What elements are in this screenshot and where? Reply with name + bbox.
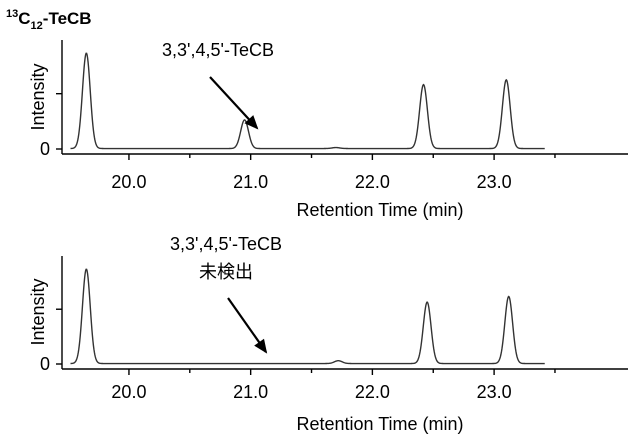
- annotation-label: 未検出: [199, 262, 253, 282]
- annotation-arrow-head: [254, 338, 268, 354]
- x-tick-label: 23.0: [477, 172, 512, 192]
- y-axis-title: Intensity: [28, 63, 48, 130]
- title-subscript: 12: [31, 20, 43, 32]
- y-axis-title: Intensity: [28, 278, 48, 345]
- annotation-label: 3,3',4,5'-TeCB: [170, 234, 282, 254]
- chromatogram-panel-top: 20.0 21.0 22.0 23.0 0 Retention Time (min) Int…: [28, 40, 628, 220]
- y-tick-label: 0: [40, 139, 50, 159]
- x-tick-label: 20.0: [111, 172, 146, 192]
- x-tick-label: 22.0: [355, 382, 390, 402]
- x-tick-label: 22.0: [355, 172, 390, 192]
- title-element: C: [18, 9, 30, 28]
- y-tick-label: 0: [40, 354, 50, 374]
- annotation-label: 3,3',4,5'-TeCB: [162, 40, 274, 60]
- chromatogram-trace: [70, 268, 545, 365]
- annotation-arrow-head: [244, 115, 259, 130]
- title-compound: -TeCB: [43, 9, 92, 28]
- x-tick-label: 20.0: [111, 382, 146, 402]
- figure-title: 13C12-TeCB: [6, 8, 92, 32]
- chromatogram-trace: [70, 52, 545, 150]
- x-axis-title: Retention Time (min): [296, 414, 463, 434]
- x-tick-label: 23.0: [477, 382, 512, 402]
- title-isotope: 13: [6, 8, 18, 20]
- x-tick-label: 21.0: [233, 172, 268, 192]
- chromatogram-panel-bottom: 20.0 21.0 22.0 23.0 0 Retention Time (min) Int…: [28, 234, 628, 434]
- x-axis-title: Retention Time (min): [296, 200, 463, 220]
- x-tick-label: 21.0: [233, 382, 268, 402]
